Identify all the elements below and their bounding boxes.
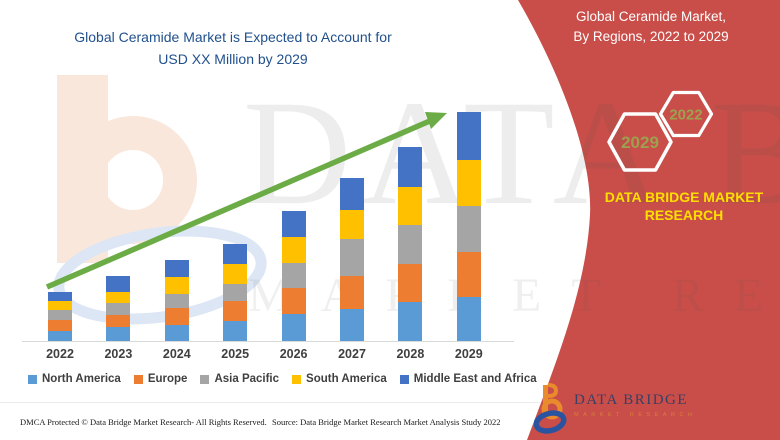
bar-segment-south-america-2029 (456, 159, 481, 206)
bar-segment-asia-pacific-2027 (340, 238, 364, 276)
watermark-text-small: MARKET RE (248, 269, 780, 322)
databridge-logo: DATA BRIDGE MARKET RESEARCH (534, 382, 696, 434)
x-axis-label-2028: 2028 (396, 347, 425, 361)
watermark-text-large: DATA BRIDGE (243, 70, 780, 236)
bar-segment-middle-east-and-africa-2026 (281, 211, 306, 237)
bar-segment-south-america-2024 (164, 276, 189, 294)
bar-segment-asia-pacific-2023 (106, 302, 131, 315)
logo-title: DATA BRIDGE (574, 392, 689, 408)
legend-label-middle-east-and-africa: Middle East and Africa (413, 373, 537, 385)
legend-label-europe: Europe (147, 373, 188, 385)
legend-swatch-europe (133, 374, 143, 384)
bar-segment-middle-east-and-africa-2028 (398, 146, 423, 187)
bar-segment-europe-2022 (48, 320, 72, 331)
x-axis-label-2029: 2029 (454, 347, 483, 361)
bar-segment-europe-2029 (456, 252, 481, 297)
bar-segment-europe-2027 (340, 276, 364, 309)
bar-segment-south-america-2023 (106, 291, 131, 303)
x-axis-label-2024: 2024 (162, 347, 191, 361)
legend-item-middle-east-and-africa: Middle East and Africa (399, 373, 537, 385)
bar-segment-middle-east-and-africa-2022 (48, 291, 72, 301)
source-citation: Source: Data Bridge Market Research Mark… (272, 417, 501, 427)
legend-label-north-america: North America (42, 373, 121, 385)
x-axis-label-2022: 2022 (46, 347, 74, 361)
x-axis-label-2026: 2026 (279, 347, 308, 361)
bar-segment-middle-east-and-africa-2027 (340, 177, 364, 210)
x-axis-line (22, 341, 514, 342)
legend-label-south-america: South America (306, 373, 387, 385)
hexagon-2022 (658, 90, 714, 138)
bar-segment-north-america-2023 (106, 327, 131, 341)
chart-title-line2: USD XX Million by 2029 (158, 50, 308, 67)
legend-item-south-america: South America (292, 373, 387, 385)
brand-wordmark-line2: RESEARCH (644, 207, 724, 224)
bar-segment-middle-east-and-africa-2025 (223, 243, 248, 264)
legend-swatch-asia-pacific (200, 374, 210, 384)
bar-segment-south-america-2022 (48, 301, 72, 310)
bar-segment-asia-pacific-2025 (223, 283, 248, 301)
bar-segment-middle-east-and-africa-2023 (106, 276, 131, 292)
panel-title-line1: Global Ceramide Market, (575, 9, 727, 24)
hexagon-2022-label: 2022 (669, 107, 702, 124)
x-axis-label-2027: 2027 (338, 347, 366, 361)
logo-subtitle: MARKET RESEARCH (574, 411, 697, 418)
bar-segment-europe-2026 (281, 287, 306, 314)
bar-segment-north-america-2025 (223, 320, 248, 341)
hexagon-2029-label: 2029 (621, 133, 659, 152)
year-hexagons: 2029 2022 (607, 90, 714, 172)
legend-label-asia-pacific: Asia Pacific (214, 373, 280, 385)
chart-title-line1: Global Ceramide Market is Expected to Ac… (74, 29, 392, 45)
chart-legend: North America Europe Asia Pacific South Ame… (28, 373, 537, 385)
bar-segment-north-america-2024 (164, 325, 189, 341)
legend-item-asia-pacific: Asia Pacific (200, 373, 279, 385)
footer-divider (0, 402, 540, 403)
bar-segment-middle-east-and-africa-2029 (456, 112, 481, 160)
legend-swatch-south-america (292, 374, 302, 384)
legend-item-europe: Europe (133, 373, 188, 385)
panel-title-line2: By Regions, 2022 to 2029 (573, 28, 729, 44)
x-axis-label-2023: 2023 (104, 347, 133, 361)
dmca-notice: DMCA Protected © Data Bridge Market Rese… (20, 417, 267, 427)
bar-segment-asia-pacific-2022 (48, 310, 72, 320)
brand-wordmark-line1: DATA BRIDGE MARKET (604, 189, 764, 205)
bar-segment-north-america-2029 (456, 297, 481, 341)
bar-segment-europe-2024 (164, 307, 189, 325)
databridge-logo-icon (534, 383, 567, 434)
legend-swatch-middle-east-and-africa (399, 374, 409, 384)
panel-title: Global Ceramide Market, By Regions, 2022… (551, 7, 751, 46)
hexagon-2029 (607, 112, 673, 172)
bar-segment-europe-2028 (398, 263, 423, 302)
bar-segment-north-america-2027 (340, 308, 364, 341)
x-axis-label-2025: 2025 (221, 347, 250, 361)
databridge-logo-words: DATA BRIDGE MARKET RESEARCH (574, 382, 696, 418)
bar-segment-asia-pacific-2024 (164, 294, 189, 308)
bar-segment-south-america-2025 (223, 263, 248, 284)
legend-item-north-america: North America (28, 373, 121, 385)
bar-segment-north-america-2022 (48, 331, 72, 341)
bar-segment-north-america-2028 (398, 302, 423, 341)
watermark-logo-bowl (69, 116, 197, 244)
brand-wordmark: DATA BRIDGE MARKET RESEARCH (584, 188, 780, 224)
chart-title: Global Ceramide Market is Expected to Ac… (18, 27, 448, 70)
bar-segment-south-america-2028 (398, 186, 423, 225)
bar-segment-south-america-2027 (340, 209, 364, 239)
bar-segment-south-america-2026 (281, 237, 306, 263)
bar-segment-europe-2025 (223, 301, 248, 321)
bar-segment-asia-pacific-2028 (398, 224, 423, 264)
legend-swatch-north-america (28, 374, 37, 384)
bar-segment-asia-pacific-2026 (281, 263, 306, 288)
bar-segment-europe-2023 (106, 315, 131, 327)
bar-segment-north-america-2026 (281, 314, 306, 341)
bar-segment-middle-east-and-africa-2024 (164, 259, 189, 277)
bar-segment-asia-pacific-2029 (456, 206, 481, 252)
